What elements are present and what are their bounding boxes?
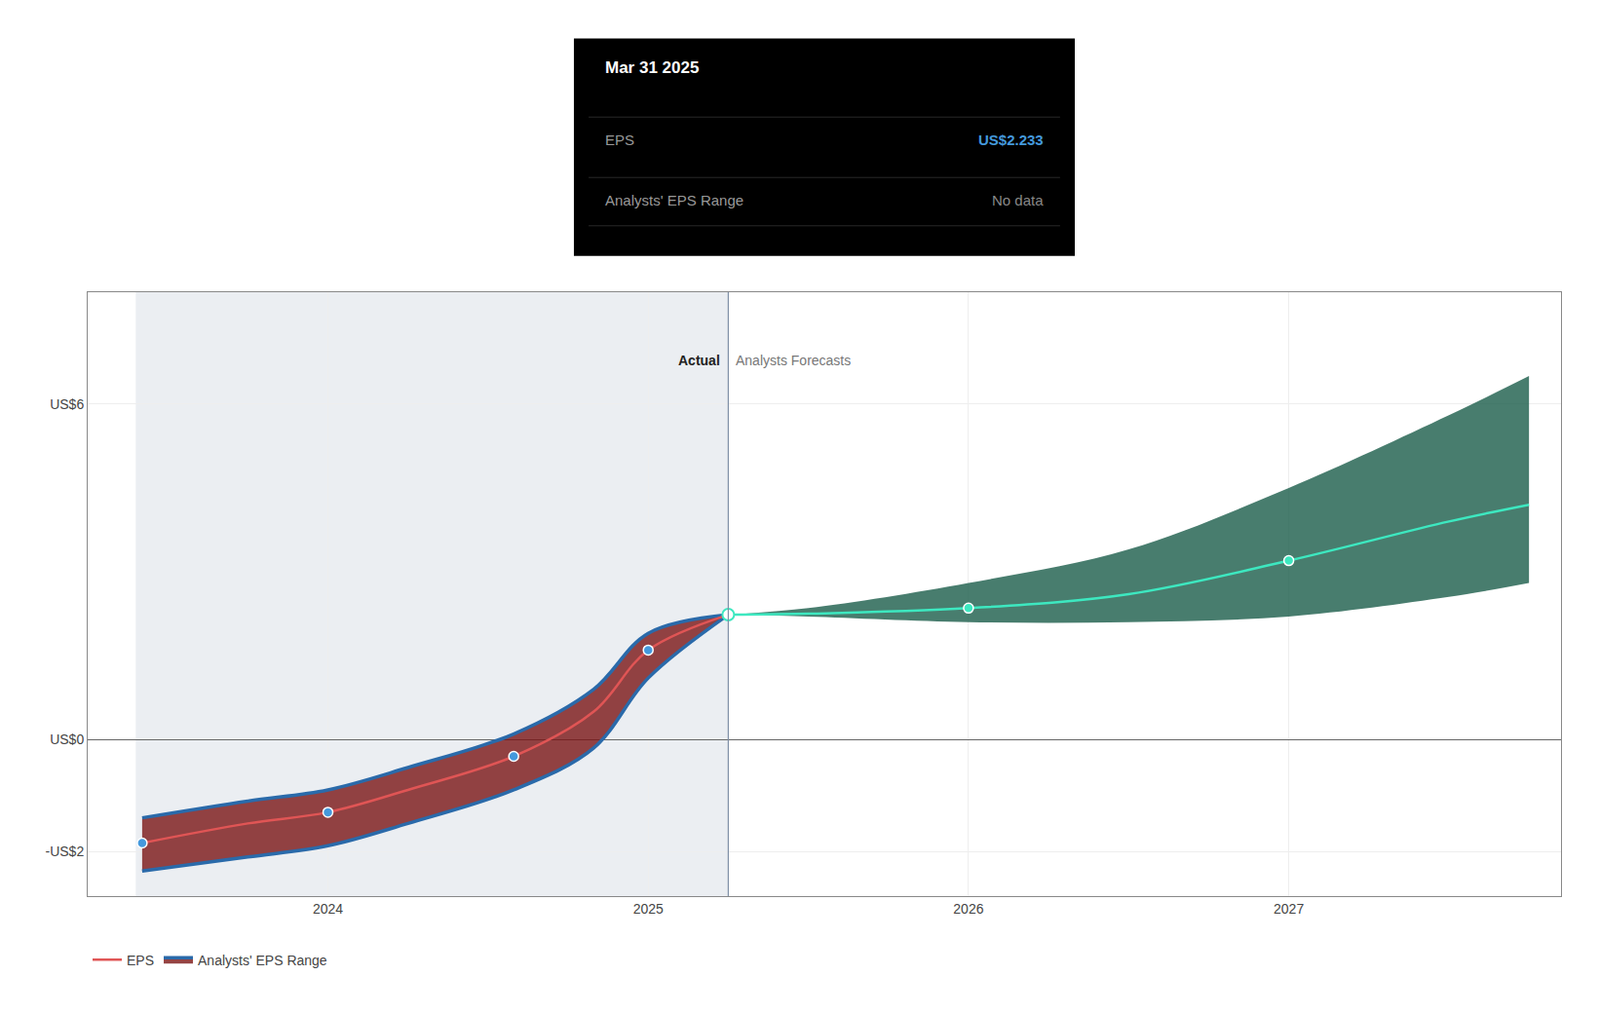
svg-text:No data: No data [991, 191, 1044, 209]
svg-text:Analysts' EPS Range: Analysts' EPS Range [197, 952, 328, 969]
svg-text:2024: 2024 [312, 901, 343, 917]
svg-text:Mar 31 2025: Mar 31 2025 [605, 58, 699, 77]
svg-text:Actual: Actual [678, 352, 721, 369]
svg-text:Analysts' EPS Range: Analysts' EPS Range [605, 191, 744, 209]
svg-text:2025: 2025 [633, 901, 664, 917]
svg-text:-US$2: -US$2 [45, 843, 85, 860]
svg-text:EPS: EPS [605, 131, 635, 149]
svg-text:US$0: US$0 [49, 731, 84, 748]
svg-text:US$6: US$6 [49, 396, 84, 413]
svg-text:2026: 2026 [952, 901, 984, 917]
svg-text:2027: 2027 [1273, 901, 1304, 917]
svg-text:US$2.233: US$2.233 [978, 131, 1044, 149]
svg-text:Analysts Forecasts: Analysts Forecasts [735, 352, 851, 369]
svg-text:EPS: EPS [126, 952, 154, 969]
